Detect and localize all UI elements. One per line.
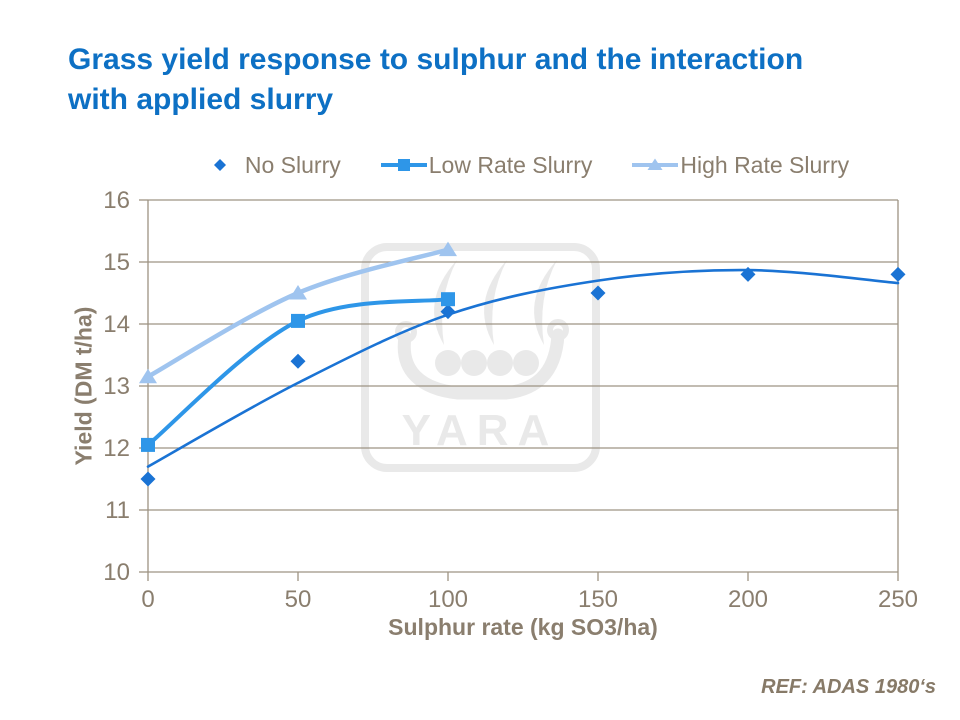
- svg-text:12: 12: [103, 435, 130, 462]
- axes: [139, 199, 899, 581]
- svg-text:250: 250: [878, 586, 918, 613]
- chart-legend: No Slurry Low Rate Slurry High Rate Slur…: [148, 148, 898, 182]
- diamond-marker-icon: [213, 159, 226, 171]
- x-tick-labels: 0 50 100 150 200 250: [141, 586, 918, 613]
- legend-item-no-slurry: No Slurry: [197, 152, 341, 179]
- triangle-line-marker-icon: [632, 158, 679, 170]
- svg-text:15: 15: [103, 249, 130, 276]
- legend-label-no-slurry: No Slurry: [244, 151, 341, 178]
- legend-label-high-rate-slurry: High Rate Slurry: [680, 151, 850, 178]
- series-low-rate-slurry: [141, 292, 455, 452]
- svg-text:11: 11: [105, 497, 130, 524]
- y-tick-labels: 10 11 12 13 14 15 16: [103, 187, 130, 586]
- svg-text:14: 14: [103, 311, 130, 338]
- svg-text:50: 50: [285, 586, 312, 613]
- svg-text:150: 150: [578, 586, 618, 613]
- svg-text:200: 200: [728, 586, 768, 613]
- svg-text:16: 16: [103, 187, 130, 214]
- legend-item-low-rate-slurry: Low Rate Slurry: [380, 151, 593, 179]
- legend-item-high-rate-slurry: High Rate Slurry: [632, 152, 849, 179]
- square-line-marker-icon: [380, 159, 427, 171]
- gridlines: [148, 199, 898, 573]
- svg-text:100: 100: [428, 586, 468, 613]
- series-no-slurry: [140, 266, 906, 487]
- reference-text: REF: ADAS 1980‘s: [761, 676, 936, 698]
- x-axis-title: Sulphur rate (kg SO3/ha): [388, 614, 658, 640]
- watermark-text: YARA: [402, 406, 559, 455]
- svg-text:10: 10: [103, 559, 130, 586]
- legend-label-low-rate-slurry: Low Rate Slurry: [428, 151, 593, 178]
- svg-text:13: 13: [103, 373, 130, 400]
- chart-title-line2: with applied slurry: [68, 83, 334, 116]
- chart-title-line1: Grass yield response to sulphur and the …: [68, 43, 804, 76]
- chart-title: Grass yield response to sulphur and the …: [68, 40, 803, 120]
- series-high-rate-slurry: [139, 241, 457, 384]
- svg-text:0: 0: [141, 586, 154, 613]
